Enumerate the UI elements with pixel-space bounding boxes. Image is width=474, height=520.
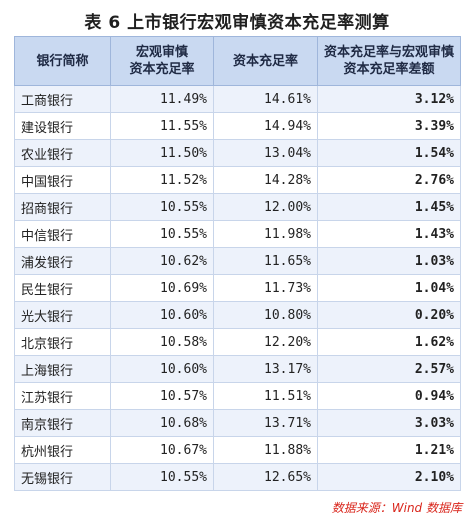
- table-row: 江苏银行 10.57% 11.51% 0.94%: [14, 382, 461, 410]
- car-diff-cell: 1.21%: [317, 436, 461, 464]
- car-cell: 14.94%: [213, 112, 318, 140]
- table-row: 工商银行 11.49% 14.61% 3.12%: [14, 85, 461, 113]
- car-cell: 11.51%: [213, 382, 318, 410]
- bank-name-cell: 中信银行: [14, 220, 111, 248]
- car-cell: 14.28%: [213, 166, 318, 194]
- macro-car-cell: 10.62%: [110, 247, 214, 275]
- bank-name-cell: 工商银行: [14, 85, 111, 113]
- car-cell: 11.73%: [213, 274, 318, 302]
- car-cell: 13.04%: [213, 139, 318, 167]
- macro-car-cell: 10.60%: [110, 301, 214, 329]
- header-macro-line1: 宏观审慎: [135, 45, 188, 60]
- car-cell: 12.00%: [213, 193, 318, 221]
- header-macro-car: 宏观审慎 资本充足率: [110, 36, 214, 86]
- table-row: 无锡银行 10.55% 12.65% 2.10%: [14, 463, 461, 491]
- car-diff-cell: 2.10%: [317, 463, 461, 491]
- car-diff-cell: 1.54%: [317, 139, 461, 167]
- car-cell: 12.20%: [213, 328, 318, 356]
- table-row: 南京银行 10.68% 13.71% 3.03%: [14, 409, 461, 437]
- car-cell: 12.65%: [213, 463, 318, 491]
- car-diff-cell: 1.45%: [317, 193, 461, 221]
- macro-car-cell: 10.57%: [110, 382, 214, 410]
- macro-car-cell: 10.55%: [110, 193, 214, 221]
- bank-name-cell: 民生银行: [14, 274, 111, 302]
- macro-car-cell: 11.52%: [110, 166, 214, 194]
- header-macro-line2: 资本充足率: [129, 62, 195, 77]
- bank-name-cell: 浦发银行: [14, 247, 111, 275]
- table-row: 中信银行 10.55% 11.98% 1.43%: [14, 220, 461, 248]
- car-cell: 11.88%: [213, 436, 318, 464]
- macro-car-cell: 10.60%: [110, 355, 214, 383]
- macro-car-cell: 10.67%: [110, 436, 214, 464]
- header-diff-line1: 资本充足率与宏观审慎: [323, 45, 454, 60]
- table-row: 中国银行 11.52% 14.28% 2.76%: [14, 166, 461, 194]
- car-diff-cell: 1.03%: [317, 247, 461, 275]
- table-row: 浦发银行 10.62% 11.65% 1.03%: [14, 247, 461, 275]
- table-row: 北京银行 10.58% 12.20% 1.62%: [14, 328, 461, 356]
- bank-name-cell: 农业银行: [14, 139, 111, 167]
- car-diff-cell: 3.12%: [317, 85, 461, 113]
- header-diff: 资本充足率与宏观审慎 资本充足率差额: [317, 36, 461, 86]
- table-row: 杭州银行 10.67% 11.88% 1.21%: [14, 436, 461, 464]
- data-source-note: 数据来源：Wind 数据库: [331, 501, 462, 515]
- car-cell: 10.80%: [213, 301, 318, 329]
- bank-name-cell: 北京银行: [14, 328, 111, 356]
- table-row: 农业银行 11.50% 13.04% 1.54%: [14, 139, 461, 167]
- bank-name-cell: 杭州银行: [14, 436, 111, 464]
- table-row: 光大银行 10.60% 10.80% 0.20%: [14, 301, 461, 329]
- macro-car-cell: 11.50%: [110, 139, 214, 167]
- car-diff-cell: 3.03%: [317, 409, 461, 437]
- macro-car-cell: 10.68%: [110, 409, 214, 437]
- capital-adequacy-table: 银行简称 宏观审慎 资本充足率 资本充足率 资本充足率与宏观审慎 资本充足率差额…: [14, 36, 461, 491]
- car-diff-cell: 0.20%: [317, 301, 461, 329]
- table-row: 上海银行 10.60% 13.17% 2.57%: [14, 355, 461, 383]
- bank-name-cell: 上海银行: [14, 355, 111, 383]
- bank-name-cell: 光大银行: [14, 301, 111, 329]
- table-title: 表 6 上市银行宏观审慎资本充足率测算: [84, 13, 390, 33]
- header-bank: 银行简称: [14, 36, 111, 86]
- car-cell: 11.98%: [213, 220, 318, 248]
- macro-car-cell: 10.55%: [110, 220, 214, 248]
- car-diff-cell: 0.94%: [317, 382, 461, 410]
- bank-name-cell: 南京银行: [14, 409, 111, 437]
- table-row: 建设银行 11.55% 14.94% 3.39%: [14, 112, 461, 140]
- car-diff-cell: 2.76%: [317, 166, 461, 194]
- bank-name-cell: 中国银行: [14, 166, 111, 194]
- car-cell: 13.71%: [213, 409, 318, 437]
- car-diff-cell: 1.43%: [317, 220, 461, 248]
- car-cell: 13.17%: [213, 355, 318, 383]
- bank-name-cell: 建设银行: [14, 112, 111, 140]
- header-diff-line2: 资本充足率差额: [343, 62, 435, 77]
- car-diff-cell: 1.04%: [317, 274, 461, 302]
- car-cell: 14.61%: [213, 85, 318, 113]
- header-car: 资本充足率: [213, 36, 318, 86]
- bank-name-cell: 江苏银行: [14, 382, 111, 410]
- car-cell: 11.65%: [213, 247, 318, 275]
- macro-car-cell: 11.55%: [110, 112, 214, 140]
- car-diff-cell: 2.57%: [317, 355, 461, 383]
- macro-car-cell: 10.69%: [110, 274, 214, 302]
- car-diff-cell: 1.62%: [317, 328, 461, 356]
- header-row: 银行简称 宏观审慎 资本充足率 资本充足率 资本充足率与宏观审慎 资本充足率差额: [14, 36, 461, 86]
- macro-car-cell: 11.49%: [110, 85, 214, 113]
- car-diff-cell: 3.39%: [317, 112, 461, 140]
- bank-name-cell: 招商银行: [14, 193, 111, 221]
- macro-car-cell: 10.55%: [110, 463, 214, 491]
- bank-name-cell: 无锡银行: [14, 463, 111, 491]
- table-row: 招商银行 10.55% 12.00% 1.45%: [14, 193, 461, 221]
- table-body: 工商银行 11.49% 14.61% 3.12% 建设银行 11.55% 14.94% 3.3…: [14, 85, 461, 491]
- macro-car-cell: 10.58%: [110, 328, 214, 356]
- table-row: 民生银行 10.69% 11.73% 1.04%: [14, 274, 461, 302]
